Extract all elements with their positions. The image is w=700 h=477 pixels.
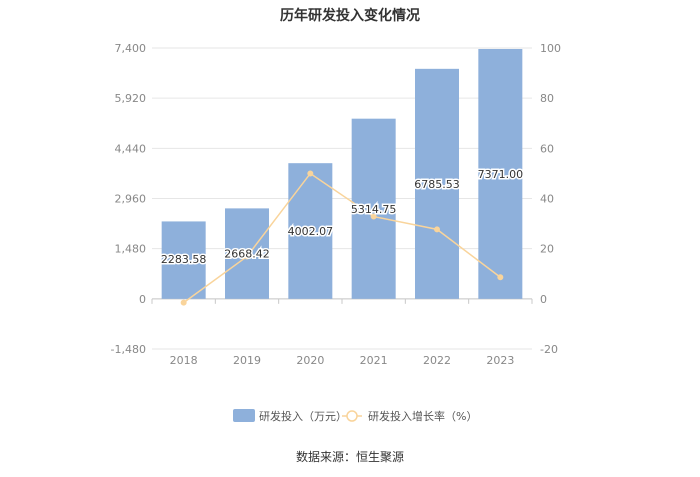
- left-axis: 7,400 5,920 4,440 2,960 1,480 0 -1,480: [111, 42, 146, 356]
- x-tick-label: 2019: [233, 354, 261, 367]
- left-tick-label: 0: [139, 293, 146, 306]
- data-source: 数据来源：恒生聚源: [296, 449, 404, 464]
- bar: [161, 221, 206, 299]
- right-tick-label: 20: [540, 243, 554, 256]
- line-point: [244, 253, 250, 260]
- bar-labels: 2283.58 2668.42 4002.07 5314.75 6785.53 7371.…: [159, 166, 524, 267]
- right-tick-label: 0: [540, 293, 547, 306]
- right-tick-label: 60: [540, 142, 554, 155]
- line-point: [497, 274, 504, 281]
- bar-value-label: 7371.00: [478, 168, 524, 181]
- left-tick-label: 1,480: [115, 243, 147, 256]
- left-tick-label: -1,480: [111, 343, 146, 356]
- left-tick-label: 4,440: [115, 142, 147, 155]
- legend-line-marker: [346, 410, 358, 422]
- legend-bar-label: 研发投入（万元）: [259, 409, 347, 423]
- line-point: [370, 213, 377, 220]
- bar-value-label: 6785.53: [414, 178, 460, 191]
- bar-series: [161, 48, 523, 299]
- x-tick-label: 2023: [486, 354, 514, 367]
- x-tick-label: 2018: [170, 354, 198, 367]
- chart-title: 历年研发投入变化情况: [280, 7, 420, 24]
- legend: 研发投入（万元） 研发投入增长率（%）: [233, 409, 477, 423]
- x-tick-label: 2020: [296, 354, 324, 367]
- bar-value-label: 4002.07: [288, 225, 334, 238]
- growth-line: [183, 172, 501, 304]
- bar: [478, 48, 523, 299]
- line-point: [434, 226, 440, 233]
- bar-value-label: 2283.58: [161, 253, 207, 266]
- x-tick-label: 2021: [360, 354, 388, 367]
- grid-layer: [152, 47, 532, 350]
- right-axis: 100 80 60 40 20 0 -20: [540, 42, 561, 356]
- bar-value-label: 2668.42: [224, 248, 270, 261]
- bar-value-label: 5314.75: [351, 203, 397, 216]
- legend-bar-swatch: [233, 409, 255, 422]
- line-point: [307, 170, 314, 177]
- bar: [351, 118, 396, 299]
- line-point: [180, 299, 187, 306]
- right-tick-label: -20: [540, 343, 558, 356]
- left-tick-label: 5,920: [115, 92, 147, 105]
- line-series: [180, 170, 504, 306]
- x-axis: 2018 2019 2020 2021 2022 2023: [151, 298, 533, 367]
- right-tick-label: 40: [540, 193, 554, 206]
- x-tick-label: 2022: [423, 354, 451, 367]
- right-tick-label: 80: [540, 92, 554, 105]
- left-tick-label: 2,960: [115, 193, 147, 206]
- right-tick-label: 100: [540, 42, 561, 55]
- legend-line-label: 研发投入增长率（%）: [368, 409, 477, 423]
- left-tick-label: 7,400: [115, 42, 147, 55]
- bar: [288, 163, 333, 299]
- bar: [415, 68, 459, 299]
